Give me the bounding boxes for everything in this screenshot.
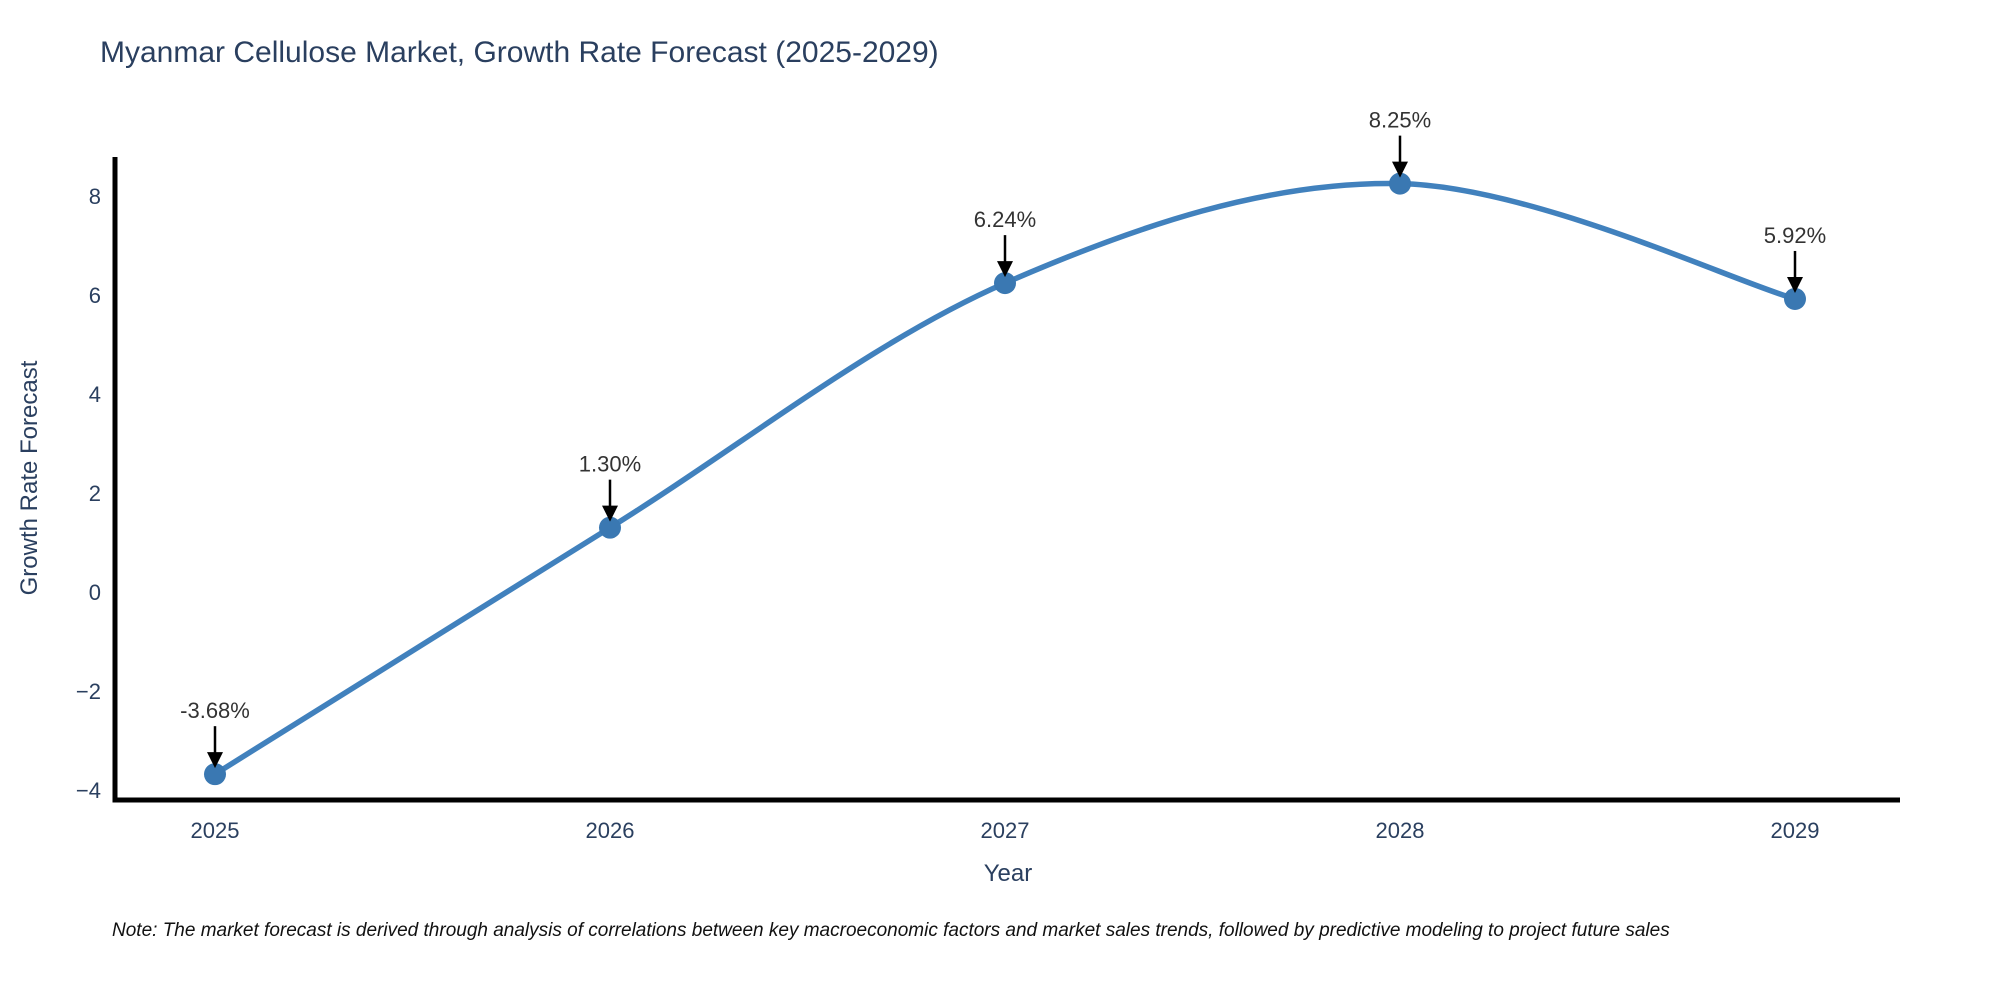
annotation-label: 6.24% (974, 207, 1036, 232)
data-point-marker (994, 272, 1016, 295)
footnote: Note: The market forecast is derived thr… (112, 920, 1670, 941)
x-axis-title: Year (983, 860, 1033, 887)
data-point-marker (599, 516, 621, 539)
annotation-label: 8.25% (1369, 108, 1431, 133)
annotation-arrowhead (997, 261, 1013, 278)
y-axis-title: Growth Rate Forecast (16, 360, 43, 596)
annotation-arrowhead (1392, 161, 1408, 178)
data-point-marker (1389, 172, 1411, 195)
y-tick-label: 0 (89, 580, 101, 605)
y-tick-label: −2 (76, 679, 101, 704)
x-tick-label: 2025 (191, 818, 240, 843)
annotation-arrowhead (1787, 276, 1803, 293)
y-tick-label: 2 (89, 481, 101, 506)
data-point-marker (204, 763, 226, 786)
data-point-marker (1784, 287, 1806, 310)
x-tick-label: 2026 (586, 818, 635, 843)
chart-title: Myanmar Cellulose Market, Growth Rate Fo… (100, 36, 939, 69)
annotation-label: -3.68% (180, 698, 250, 723)
x-tick-label: 2027 (981, 818, 1030, 843)
y-tick-label: 8 (89, 184, 101, 209)
y-tick-label: 4 (89, 382, 101, 407)
x-tick-label: 2029 (1771, 818, 1820, 843)
annotation-arrowhead (602, 505, 618, 522)
annotation-arrowhead (207, 752, 223, 769)
y-tick-label: 6 (89, 283, 101, 308)
annotation-label: 5.92% (1764, 223, 1826, 248)
x-tick-label: 2028 (1376, 818, 1425, 843)
annotation-label: 1.30% (579, 452, 641, 477)
y-tick-label: −4 (76, 778, 101, 803)
